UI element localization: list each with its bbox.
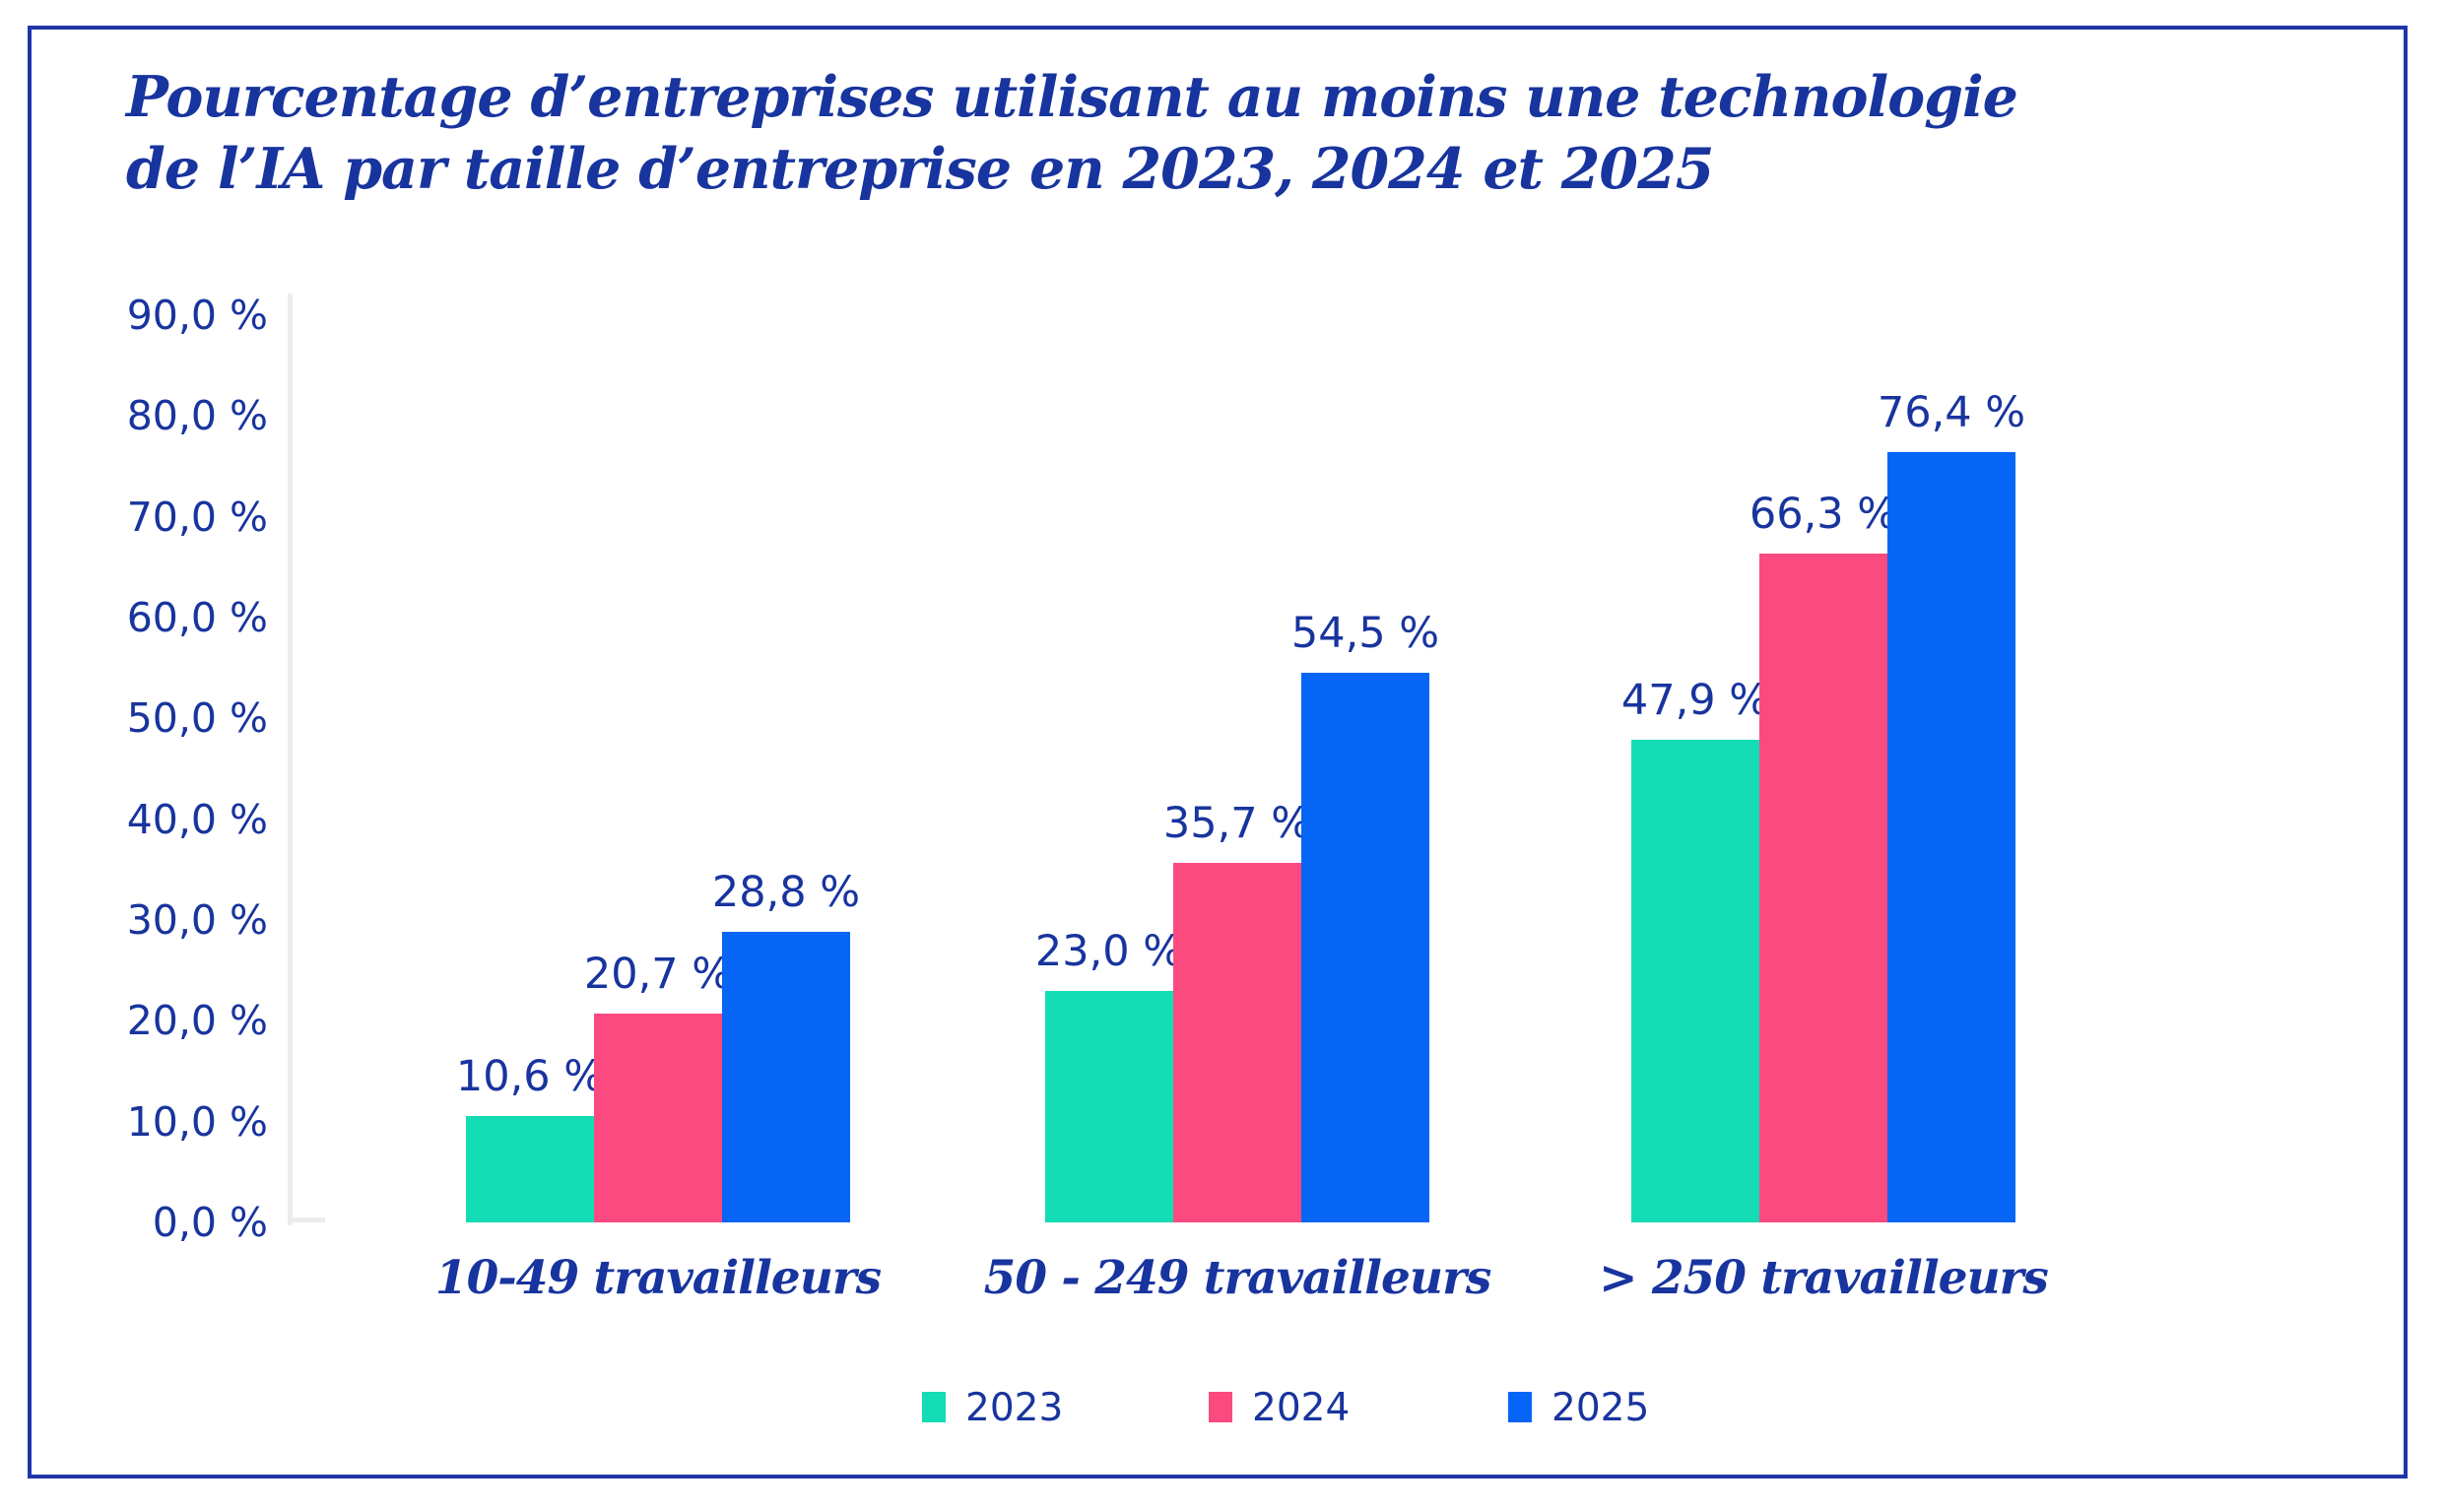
bar-2023-50-249-travailleurs — [1045, 991, 1173, 1222]
y-axis-tick-label: 0,0 % — [152, 1199, 268, 1246]
bar-value-label: 28,8 % — [711, 868, 861, 917]
legend-item-2024: 2024 — [1209, 1387, 1406, 1430]
bar-2024-50-249-travailleurs — [1173, 863, 1301, 1222]
bar-2024--250-travailleurs — [1759, 554, 1887, 1222]
legend-item-2023: 2023 — [922, 1387, 1119, 1430]
y-axis-tick-label: 20,0 % — [126, 997, 268, 1045]
y-axis-tick-label: 60,0 % — [126, 593, 268, 641]
y-axis-tick-label: 90,0 % — [126, 291, 268, 339]
bar-value-label: 20,7 % — [583, 950, 733, 999]
chart-title-line-1: Pourcentage d’entreprises utilisant au m… — [126, 64, 2018, 130]
legend-label: 2025 — [1552, 1386, 1650, 1430]
bar-value-label: 35,7 % — [1162, 799, 1312, 848]
bar-value-label: 54,5 % — [1290, 609, 1440, 658]
bar-2023--250-travailleurs — [1631, 740, 1759, 1222]
bar-2024-10-49-travailleurs — [594, 1014, 722, 1222]
chart-title-line-2: de l’IA par taille d’entreprise en 2023,… — [126, 136, 1714, 202]
x-axis-foot — [288, 1217, 325, 1222]
bar-value-label: 23,0 % — [1034, 927, 1184, 976]
y-axis-tick-label: 80,0 % — [126, 392, 268, 440]
y-axis-tick-label: 70,0 % — [126, 493, 268, 541]
x-axis-category-label: 50 - 249 travailleurs — [983, 1251, 1492, 1305]
bar-2025-10-49-travailleurs — [722, 932, 850, 1222]
legend-label: 2024 — [1252, 1386, 1351, 1430]
legend-label: 2023 — [965, 1386, 1064, 1430]
x-axis-category-label: 10-49 travailleurs — [434, 1251, 882, 1305]
x-axis-category-label: > 250 travailleurs — [1599, 1251, 2049, 1305]
y-axis-tick-label: 10,0 % — [126, 1097, 268, 1146]
bar-value-label: 10,6 % — [455, 1052, 605, 1101]
chart-title: Pourcentage d’entreprises utilisant au m… — [126, 61, 2372, 205]
legend-item-2025: 2025 — [1508, 1387, 1705, 1430]
bar-2025--250-travailleurs — [1887, 452, 2015, 1222]
y-axis-tick-label: 50,0 % — [126, 694, 268, 743]
bar-2023-10-49-travailleurs — [466, 1116, 594, 1222]
bar-2025-50-249-travailleurs — [1301, 673, 1429, 1222]
bar-value-label: 76,4 % — [1877, 388, 2026, 437]
legend-swatch-2024 — [1209, 1392, 1232, 1422]
y-axis-tick-label: 30,0 % — [126, 895, 268, 944]
legend-swatch-2023 — [922, 1392, 946, 1422]
y-axis-line — [288, 294, 293, 1225]
y-axis-tick-label: 40,0 % — [126, 795, 268, 843]
legend-swatch-2025 — [1508, 1392, 1532, 1422]
bar-value-label: 66,3 % — [1749, 490, 1898, 539]
bar-value-label: 47,9 % — [1620, 676, 1770, 725]
